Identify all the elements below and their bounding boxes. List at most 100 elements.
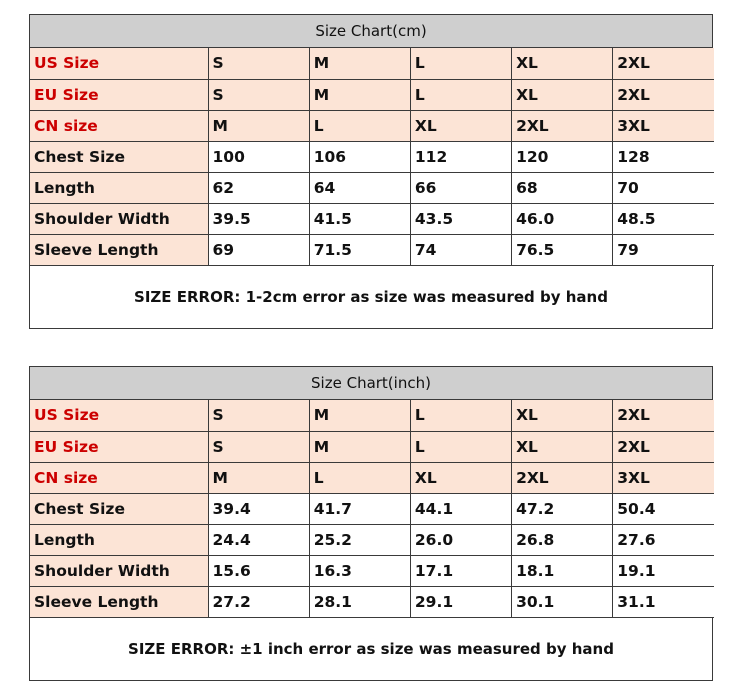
size-chart-cm: Size Chart(cm) US Size S M L XL 2XL EU S… xyxy=(29,14,714,329)
table-cell: 3XL xyxy=(612,462,714,494)
row-label: Length xyxy=(30,172,209,204)
table-cell: 39.5 xyxy=(208,203,310,235)
table-cell: S xyxy=(208,48,310,80)
table-row-shoulder-width: Shoulder Width 15.6 16.3 17.1 18.1 19.1 xyxy=(30,555,714,587)
table-cell: L xyxy=(410,79,513,111)
table-cell: 18.1 xyxy=(511,555,614,587)
row-label: Shoulder Width xyxy=(30,555,209,587)
table-cell: 31.1 xyxy=(612,586,714,618)
table-row-eu-size: EU Size S M L XL 2XL xyxy=(30,431,714,463)
table-cell: 2XL xyxy=(511,462,614,494)
row-label: EU Size xyxy=(30,79,209,111)
table-row-us-size: US Size S M L XL 2XL xyxy=(30,48,714,80)
table-row-sleeve-length: Sleeve Length 27.2 28.1 29.1 30.1 31.1 xyxy=(30,586,714,618)
row-label: Chest Size xyxy=(30,141,209,173)
table-cell: M xyxy=(309,79,411,111)
table-cell: M xyxy=(309,48,411,80)
table-cell: 41.7 xyxy=(309,493,411,525)
chart-title: Size Chart(cm) xyxy=(30,15,712,48)
row-label: Sleeve Length xyxy=(30,586,209,618)
size-table: US Size S M L XL 2XL EU Size S M L XL 2X… xyxy=(30,48,714,266)
table-cell: 2XL xyxy=(612,79,714,111)
row-label: Chest Size xyxy=(30,493,209,525)
table-cell: 27.2 xyxy=(208,586,310,618)
table-cell: 112 xyxy=(410,141,513,173)
table-cell: 79 xyxy=(612,234,714,266)
table-cell: 2XL xyxy=(511,110,614,142)
size-chart-inch: Size Chart(inch) US Size S M L XL 2XL EU… xyxy=(29,366,714,681)
table-row-eu-size: EU Size S M L XL 2XL xyxy=(30,79,714,111)
table-cell: 62 xyxy=(208,172,310,204)
table-cell: 47.2 xyxy=(511,493,614,525)
chart-title: Size Chart(inch) xyxy=(30,367,712,400)
table-cell: 29.1 xyxy=(410,586,513,618)
table-cell: 3XL xyxy=(612,110,714,142)
row-label: CN size xyxy=(30,462,209,494)
table-cell: 76.5 xyxy=(511,234,614,266)
table-cell: 26.0 xyxy=(410,524,513,556)
table-cell: 2XL xyxy=(612,48,714,80)
row-label: Length xyxy=(30,524,209,556)
row-label: Sleeve Length xyxy=(30,234,209,266)
table-cell: 2XL xyxy=(612,431,714,463)
table-cell: L xyxy=(410,431,513,463)
table-cell: 50.4 xyxy=(612,493,714,525)
table-cell: M xyxy=(208,462,310,494)
table-row-chest-size: Chest Size 39.4 41.7 44.1 47.2 50.4 xyxy=(30,493,714,525)
table-cell: 19.1 xyxy=(612,555,714,587)
table-cell: M xyxy=(309,431,411,463)
table-row-shoulder-width: Shoulder Width 39.5 41.5 43.5 46.0 48.5 xyxy=(30,203,714,235)
table-cell: 71.5 xyxy=(309,234,411,266)
table-cell: XL xyxy=(511,400,614,432)
table-row-length: Length 24.4 25.2 26.0 26.8 27.6 xyxy=(30,524,714,556)
table-cell: S xyxy=(208,400,310,432)
table-cell: XL xyxy=(511,48,614,80)
table-cell: 28.1 xyxy=(309,586,411,618)
table-cell: M xyxy=(309,400,411,432)
table-cell: 100 xyxy=(208,141,310,173)
table-cell: 128 xyxy=(612,141,714,173)
table-cell: 17.1 xyxy=(410,555,513,587)
table-row-cn-size: CN size M L XL 2XL 3XL xyxy=(30,462,714,494)
table-cell: 120 xyxy=(511,141,614,173)
table-cell: L xyxy=(410,48,513,80)
table-cell: 66 xyxy=(410,172,513,204)
table-cell: 2XL xyxy=(612,400,714,432)
size-table: US Size S M L XL 2XL EU Size S M L XL 2X… xyxy=(30,400,714,618)
table-cell: XL xyxy=(410,110,513,142)
table-cell: 25.2 xyxy=(309,524,411,556)
table-cell: 43.5 xyxy=(410,203,513,235)
size-error-note: SIZE ERROR: 1-2cm error as size was meas… xyxy=(30,265,712,328)
table-cell: 64 xyxy=(309,172,411,204)
row-label: US Size xyxy=(30,48,209,80)
table-cell: XL xyxy=(511,79,614,111)
table-row-cn-size: CN size M L XL 2XL 3XL xyxy=(30,110,714,142)
table-cell: 16.3 xyxy=(309,555,411,587)
table-cell: 44.1 xyxy=(410,493,513,525)
row-label: Shoulder Width xyxy=(30,203,209,235)
table-cell: 26.8 xyxy=(511,524,614,556)
table-row-length: Length 62 64 66 68 70 xyxy=(30,172,714,204)
table-cell: 41.5 xyxy=(309,203,411,235)
row-label: EU Size xyxy=(30,431,209,463)
table-row-sleeve-length: Sleeve Length 69 71.5 74 76.5 79 xyxy=(30,234,714,266)
table-cell: 68 xyxy=(511,172,614,204)
row-label: US Size xyxy=(30,400,209,432)
table-cell: L xyxy=(309,110,411,142)
table-cell: 69 xyxy=(208,234,310,266)
table-cell: 48.5 xyxy=(612,203,714,235)
table-cell: 39.4 xyxy=(208,493,310,525)
table-cell: 27.6 xyxy=(612,524,714,556)
table-cell: 74 xyxy=(410,234,513,266)
table-cell: S xyxy=(208,431,310,463)
table-cell: 70 xyxy=(612,172,714,204)
table-cell: XL xyxy=(511,431,614,463)
table-cell: 30.1 xyxy=(511,586,614,618)
size-error-note: SIZE ERROR: ±1 inch error as size was me… xyxy=(30,617,712,680)
table-cell: M xyxy=(208,110,310,142)
table-cell: 46.0 xyxy=(511,203,614,235)
table-cell: 24.4 xyxy=(208,524,310,556)
table-cell: XL xyxy=(410,462,513,494)
table-row-chest-size: Chest Size 100 106 112 120 128 xyxy=(30,141,714,173)
table-cell: 106 xyxy=(309,141,411,173)
